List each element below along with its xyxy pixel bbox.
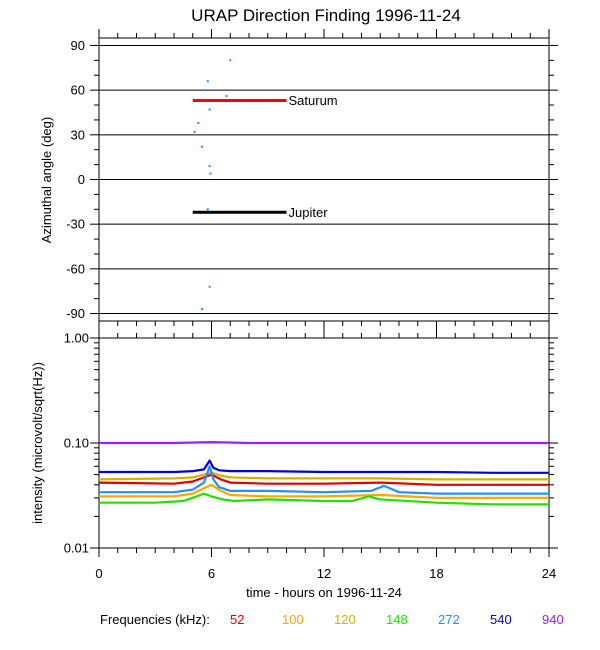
frequency-legend: Frequencies (kHz): 52 100 120 148 272 540 940 bbox=[100, 612, 564, 627]
top-gridlines bbox=[99, 44, 549, 315]
reference-label-jupiter: Jupiter bbox=[289, 205, 329, 220]
direction-point bbox=[209, 172, 212, 175]
direction-point bbox=[225, 95, 228, 98]
x-tick-label: 0 bbox=[95, 566, 102, 581]
top-y-tick-label: -30 bbox=[66, 217, 85, 232]
top-y-tick-label: -90 bbox=[66, 306, 85, 321]
series-line-100 bbox=[99, 483, 549, 499]
series-line-272 bbox=[99, 465, 549, 495]
legend-label: Frequencies (kHz): bbox=[100, 612, 210, 627]
x-axis-label: time - hours on 1996-11-24 bbox=[246, 585, 402, 600]
direction-point bbox=[203, 89, 205, 92]
intensity-series bbox=[98, 441, 549, 506]
legend-item-52: 52 bbox=[230, 612, 244, 627]
series-line-940 bbox=[99, 441, 549, 445]
series-line-148 bbox=[99, 492, 549, 506]
chart-title: URAP Direction Finding 1996-11-24 bbox=[191, 6, 461, 25]
x-tick-label: 18 bbox=[429, 566, 443, 581]
top-y-axis-label: Azimuthal angle (deg) bbox=[39, 117, 54, 243]
series-line-540 bbox=[99, 459, 549, 474]
bottom-panel: 1.00 0.10 0.01 0 6 12 18 24 intensity (microvo… bbox=[30, 329, 558, 600]
top-y-tick-label: -60 bbox=[66, 261, 85, 276]
direction-point bbox=[206, 80, 209, 83]
bottom-y-tick-label: 0.01 bbox=[64, 541, 89, 556]
top-y-tick-label: 60 bbox=[71, 83, 85, 98]
top-y-tick-label: 90 bbox=[71, 38, 85, 53]
bottom-y-tick-label: 1.00 bbox=[64, 331, 89, 346]
legend-item-540: 540 bbox=[490, 612, 512, 627]
direction-point bbox=[229, 59, 232, 62]
legend-item-100: 100 bbox=[282, 612, 304, 627]
reference-lines: Saturum Jupiter bbox=[192, 93, 338, 220]
x-tick-labels: 0 6 12 18 24 bbox=[95, 566, 556, 581]
x-tick-label: 6 bbox=[208, 566, 215, 581]
legend-item-940: 940 bbox=[542, 612, 564, 627]
top-y-tick-labels: 90 60 30 0 -30 -60 -90 bbox=[66, 38, 85, 321]
direction-point bbox=[208, 108, 211, 111]
x-tick-label: 24 bbox=[542, 566, 556, 581]
direction-point bbox=[201, 308, 204, 311]
legend-item-272: 272 bbox=[438, 612, 460, 627]
legend-item-120: 120 bbox=[334, 612, 356, 627]
bottom-ticks bbox=[90, 329, 558, 557]
series-line-52 bbox=[98, 473, 549, 486]
x-tick-label: 12 bbox=[317, 566, 331, 581]
direction-point bbox=[201, 145, 204, 148]
top-y-tick-label: 30 bbox=[71, 127, 85, 142]
legend-item-148: 148 bbox=[386, 612, 408, 627]
reference-label-saturum: Saturum bbox=[289, 93, 338, 108]
direction-point bbox=[208, 165, 211, 168]
bottom-y-tick-labels: 1.00 0.10 0.01 bbox=[64, 331, 89, 556]
top-panel: 90 60 30 0 -30 -60 -90 Saturum Jupiter Azimutha… bbox=[39, 29, 558, 330]
bottom-y-axis-label: intensity (microvolt/sqrt(Hz)) bbox=[30, 362, 45, 524]
series-line-120 bbox=[98, 471, 549, 481]
direction-point bbox=[208, 285, 211, 288]
direction-points bbox=[193, 59, 232, 311]
direction-point bbox=[193, 130, 196, 133]
bottom-y-tick-label: 0.10 bbox=[64, 436, 89, 451]
top-y-tick-label: 0 bbox=[78, 172, 85, 187]
direction-point bbox=[206, 208, 209, 211]
direction-point bbox=[197, 121, 200, 124]
top-ticks bbox=[90, 29, 558, 330]
